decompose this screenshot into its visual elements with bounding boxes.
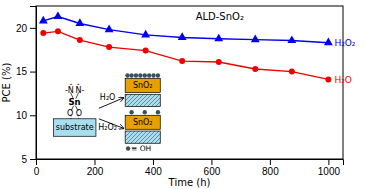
hatched-substrate <box>125 94 160 106</box>
series-marker <box>106 44 112 50</box>
oh-dot <box>125 73 129 77</box>
series-marker <box>289 69 295 75</box>
y-tick: 10 <box>16 110 36 121</box>
series-line <box>43 31 328 79</box>
series-marker <box>53 11 62 19</box>
x-tick-label: 600 <box>204 166 221 177</box>
series-marker <box>40 30 46 36</box>
inset-diagram <box>54 73 161 150</box>
x-tick-label: 0 <box>34 166 40 177</box>
title: ALD-SnO₂ <box>196 11 244 22</box>
annotation: H₂O₂ <box>98 123 117 132</box>
annotation: H₂O <box>100 93 116 102</box>
y-axis-title: PCE (%) <box>1 63 12 103</box>
series-marker <box>105 24 114 32</box>
series-marker <box>143 48 149 54</box>
x-tick-mark <box>270 159 271 165</box>
x-tick: 0 <box>34 159 40 177</box>
x-axis: 0 200 400 600 800 1000 <box>34 159 344 177</box>
y-tick-mark <box>30 159 36 160</box>
oh-dot <box>156 73 160 77</box>
plot: 0 200 400 600 800 1000 5 10 15 20 ALD-SnO₂ H₂O₂ H₂O s… <box>16 6 356 177</box>
oh-dot <box>156 110 160 114</box>
series-marker <box>178 32 187 40</box>
sno2-layer <box>125 79 160 93</box>
x-tick-label: 800 <box>262 166 279 177</box>
x-tick: 200 <box>87 159 104 177</box>
series-marker <box>324 38 333 46</box>
x-tick-mark <box>328 159 329 165</box>
y-tick: 15 <box>16 66 36 77</box>
x-tick-label: 1000 <box>318 166 341 177</box>
series-marker <box>77 37 83 43</box>
x-tick: 1000 <box>318 159 341 177</box>
annotation: O <box>67 109 73 118</box>
y-tick: 20 <box>16 23 36 34</box>
x-tick: 600 <box>204 159 221 177</box>
series-label: H₂O <box>334 75 351 85</box>
series-marker <box>252 66 258 72</box>
y-tick-mark <box>30 115 36 116</box>
y-tick-label: 15 <box>16 66 28 77</box>
series-marker <box>39 16 48 24</box>
x-tick-mark <box>94 159 95 165</box>
series-group <box>39 11 333 82</box>
x-tick: 800 <box>262 159 279 177</box>
annotation: Sn <box>69 97 81 107</box>
y-tick-label: 10 <box>16 110 28 121</box>
series-marker <box>251 35 260 43</box>
series-marker <box>287 35 296 43</box>
y-tick: 5 <box>21 154 36 165</box>
y-tick-mark <box>30 28 36 29</box>
x-axis-line <box>37 160 344 166</box>
oh-dot <box>143 110 147 114</box>
annotation: O <box>76 109 82 118</box>
x-tick: 400 <box>145 159 162 177</box>
series-marker <box>216 59 222 65</box>
oh-dot <box>147 73 151 77</box>
annotation: ≡ OH <box>131 144 151 153</box>
annotation: SnO₂ <box>133 81 153 90</box>
hatched-substrate <box>125 131 160 143</box>
annotation: ⁺ <box>77 82 80 88</box>
series-line <box>43 16 328 42</box>
x-axis-title: Time (h) <box>168 177 211 188</box>
substrate-box <box>54 119 96 136</box>
series-marker <box>55 28 61 34</box>
plot-frame <box>36 6 343 159</box>
y-tick-mark <box>30 72 36 73</box>
annotation: ⁺ <box>69 82 72 88</box>
texts: ALD-SnO₂H₂O₂H₂OsubstrateSn-N⁺N-⁺OOH₂OH₂O… <box>56 11 356 153</box>
oh-dot <box>151 73 155 77</box>
annotation: substrate <box>56 123 94 132</box>
oh-dot <box>134 73 138 77</box>
oh-dot <box>126 146 130 150</box>
series-label: H₂O₂ <box>334 38 355 48</box>
x-tick-mark <box>211 159 212 165</box>
oh-dot <box>138 73 142 77</box>
annotation: SnO₂ <box>133 118 153 127</box>
x-tick-mark <box>153 159 154 165</box>
y-axis: 5 10 15 20 <box>16 7 37 165</box>
series-marker <box>141 30 150 38</box>
sno2-layer <box>125 115 160 129</box>
x-tick-label: 200 <box>87 166 104 177</box>
oh-dot <box>129 110 133 114</box>
oh-dot <box>143 73 147 77</box>
series-marker <box>214 34 223 42</box>
x-tick-label: 400 <box>145 166 162 177</box>
y-tick-label: 20 <box>16 23 28 34</box>
chart: 0 200 400 600 800 1000 5 10 15 20 ALD-SnO₂ H₂O₂ H₂O s… <box>0 0 365 189</box>
series-marker <box>325 76 331 82</box>
oh-dot <box>129 73 133 77</box>
y-tick-label: 5 <box>21 154 27 165</box>
series-marker <box>179 58 185 64</box>
series-marker <box>75 18 84 26</box>
